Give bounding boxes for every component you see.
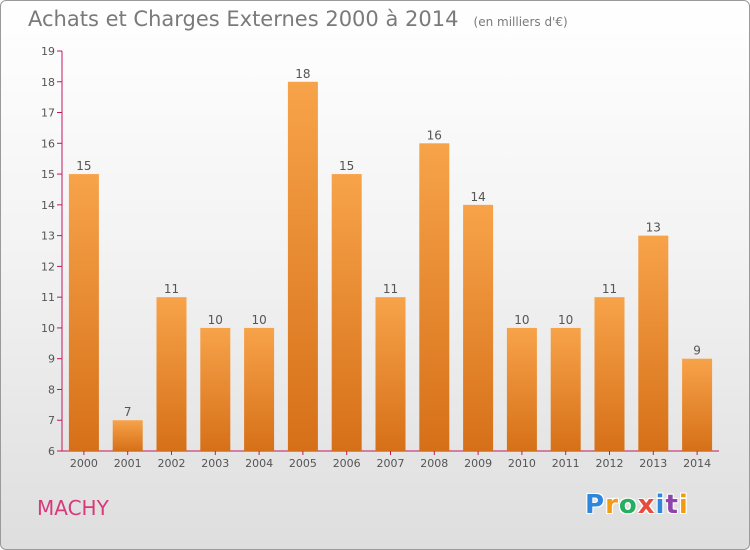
logo-letter: x bbox=[637, 490, 656, 520]
x-tick-label: 2009 bbox=[464, 457, 492, 470]
y-tick-label: 16 bbox=[41, 137, 55, 150]
data-label: 11 bbox=[602, 282, 617, 296]
y-tick-label: 7 bbox=[48, 414, 55, 427]
data-label: 15 bbox=[76, 159, 91, 173]
data-label: 10 bbox=[251, 313, 266, 327]
x-tick-label: 2007 bbox=[377, 457, 405, 470]
data-label: 9 bbox=[693, 344, 701, 358]
bar bbox=[156, 297, 187, 451]
logo-letter: P bbox=[585, 490, 606, 520]
data-label: 18 bbox=[295, 67, 310, 81]
y-tick-label: 13 bbox=[41, 230, 55, 243]
y-tick-label: 11 bbox=[41, 291, 55, 304]
title-row: Achats et Charges Externes 2000 à 2014 (… bbox=[28, 7, 568, 31]
chart-subtitle: (en milliers d'€) bbox=[473, 15, 568, 29]
x-tick-label: 2005 bbox=[289, 457, 317, 470]
logo-letter: t bbox=[665, 490, 679, 520]
bar bbox=[463, 204, 494, 451]
x-tick-label: 2003 bbox=[201, 457, 229, 470]
data-label: 15 bbox=[339, 159, 354, 173]
data-label: 7 bbox=[124, 405, 132, 419]
y-tick-label: 10 bbox=[41, 322, 55, 335]
x-tick-label: 2004 bbox=[245, 457, 273, 470]
logo-letter: i bbox=[655, 490, 666, 520]
data-label: 10 bbox=[558, 313, 573, 327]
data-label: 10 bbox=[208, 313, 223, 327]
x-tick-label: 2008 bbox=[420, 457, 448, 470]
data-label: 11 bbox=[383, 282, 398, 296]
data-label: 13 bbox=[646, 221, 661, 235]
bar bbox=[550, 327, 581, 451]
x-tick-label: 2012 bbox=[596, 457, 624, 470]
y-tick-label: 6 bbox=[48, 445, 55, 458]
bar bbox=[594, 297, 625, 451]
bar bbox=[112, 420, 143, 451]
logo-letter: r bbox=[605, 490, 619, 520]
logo-letter: o bbox=[618, 490, 638, 520]
y-tick-label: 8 bbox=[48, 383, 55, 396]
y-tick-label: 14 bbox=[41, 199, 55, 212]
y-tick-label: 9 bbox=[48, 353, 55, 366]
x-tick-label: 2014 bbox=[683, 457, 711, 470]
bar bbox=[244, 327, 275, 451]
bar bbox=[68, 174, 99, 452]
y-tick-label: 12 bbox=[41, 260, 55, 273]
x-tick-label: 2006 bbox=[333, 457, 361, 470]
x-tick-label: 2002 bbox=[158, 457, 186, 470]
x-tick-label: 2001 bbox=[114, 457, 142, 470]
label-layer: 2000 15 2001 7 2002 11 2003 10 2004 10 2005 18 2006 1… bbox=[70, 67, 711, 470]
bar bbox=[506, 327, 537, 451]
bar bbox=[638, 235, 669, 451]
x-tick-label: 2011 bbox=[552, 457, 580, 470]
bar-layer bbox=[68, 81, 713, 452]
bar bbox=[682, 358, 713, 451]
data-label: 10 bbox=[514, 313, 529, 327]
proxiti-logo: Proxiti bbox=[585, 490, 689, 520]
y-tick-label: 17 bbox=[41, 107, 55, 120]
town-name: MACHY bbox=[37, 496, 109, 520]
data-label: 14 bbox=[470, 190, 485, 204]
x-tick-label: 2000 bbox=[70, 457, 98, 470]
bar bbox=[287, 81, 318, 452]
data-label: 16 bbox=[427, 128, 442, 142]
chart-title: Achats et Charges Externes 2000 à 2014 bbox=[28, 7, 459, 31]
bar bbox=[419, 143, 450, 452]
data-label: 11 bbox=[164, 282, 179, 296]
x-tick-label: 2010 bbox=[508, 457, 536, 470]
y-tick-label: 18 bbox=[41, 76, 55, 89]
y-tick-label: 15 bbox=[41, 168, 55, 181]
y-tick-label: 19 bbox=[41, 45, 55, 58]
x-tick-label: 2013 bbox=[639, 457, 667, 470]
logo-letter: i bbox=[678, 490, 689, 520]
bar bbox=[331, 174, 362, 452]
bar bbox=[200, 327, 231, 451]
bar bbox=[375, 297, 406, 451]
